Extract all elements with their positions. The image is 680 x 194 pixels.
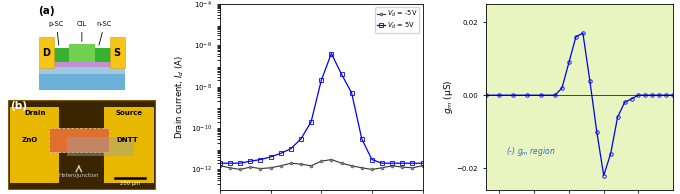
- Text: DNTT: DNTT: [116, 137, 138, 143]
- Y-axis label: Drain current, $I_d$ (A): Drain current, $I_d$ (A): [173, 55, 186, 139]
- FancyBboxPatch shape: [110, 37, 124, 68]
- $V_d$ = 5V: [378, 162, 386, 164]
- Text: 200 μm: 200 μm: [120, 181, 140, 186]
- Text: Source: Source: [116, 110, 143, 116]
- $V_d$ = -5V: [408, 167, 416, 169]
- FancyBboxPatch shape: [69, 44, 95, 62]
- Text: CIL: CIL: [77, 21, 87, 42]
- FancyBboxPatch shape: [86, 48, 111, 62]
- Text: n-SC: n-SC: [97, 21, 112, 45]
- $V_d$ = 5V: [267, 156, 275, 158]
- $V_d$ = 5V: [297, 138, 305, 140]
- Line: $V_d$ = 5V: $V_d$ = 5V: [218, 52, 424, 165]
- Y-axis label: $g_m$ (μS): $g_m$ (μS): [442, 80, 455, 114]
- $V_d$ = 5V: [327, 52, 335, 55]
- $V_d$ = -5V: [216, 165, 224, 167]
- $V_d$ = 5V: [408, 162, 416, 164]
- $V_d$ = 5V: [277, 152, 285, 154]
- FancyBboxPatch shape: [67, 137, 135, 156]
- Text: D: D: [42, 48, 50, 58]
- FancyBboxPatch shape: [39, 37, 54, 68]
- Line: $V_d$ = -5V: $V_d$ = -5V: [218, 158, 424, 171]
- $V_d$ = -5V: [267, 167, 275, 169]
- FancyBboxPatch shape: [8, 100, 156, 189]
- $V_d$ = -5V: [398, 166, 407, 168]
- $V_d$ = -5V: [317, 160, 325, 162]
- FancyBboxPatch shape: [104, 107, 154, 183]
- Text: (a): (a): [38, 6, 55, 16]
- FancyBboxPatch shape: [49, 128, 109, 152]
- Text: (b): (b): [10, 101, 27, 111]
- $V_d$ = -5V: [256, 167, 265, 170]
- $V_d$ = 5V: [358, 138, 366, 140]
- $V_d$ = 5V: [337, 73, 345, 75]
- $V_d$ = -5V: [368, 168, 376, 171]
- $V_d$ = -5V: [277, 165, 285, 167]
- $V_d$ = -5V: [246, 166, 254, 168]
- FancyBboxPatch shape: [48, 62, 116, 68]
- $V_d$ = -5V: [297, 163, 305, 165]
- $V_d$ = 5V: [307, 121, 316, 123]
- $V_d$ = -5V: [358, 167, 366, 169]
- $V_d$ = -5V: [236, 168, 244, 171]
- FancyBboxPatch shape: [53, 48, 78, 62]
- $V_d$ = 5V: [287, 148, 295, 150]
- $V_d$ = 5V: [246, 160, 254, 162]
- $V_d$ = 5V: [216, 162, 224, 164]
- Text: p-SC: p-SC: [49, 21, 64, 45]
- $V_d$ = 5V: [256, 158, 265, 161]
- $V_d$ = 5V: [226, 162, 234, 164]
- $V_d$ = -5V: [337, 162, 345, 164]
- $V_d$ = -5V: [418, 165, 426, 167]
- Text: S: S: [114, 48, 121, 58]
- $V_d$ = -5V: [307, 165, 316, 167]
- $V_d$ = 5V: [368, 158, 376, 161]
- $V_d$ = 5V: [388, 162, 396, 164]
- $V_d$ = -5V: [327, 158, 335, 161]
- Legend: $V_d$ = -5V, $V_d$ = 5V: $V_d$ = -5V, $V_d$ = 5V: [375, 7, 419, 33]
- $V_d$ = 5V: [317, 79, 325, 82]
- Text: (-) $g_m$ region: (-) $g_m$ region: [507, 145, 556, 158]
- Text: Heterojunction: Heterojunction: [58, 173, 99, 178]
- $V_d$ = -5V: [388, 165, 396, 167]
- $V_d$ = 5V: [347, 92, 356, 94]
- $V_d$ = 5V: [236, 162, 244, 164]
- FancyBboxPatch shape: [10, 107, 59, 183]
- $V_d$ = -5V: [378, 167, 386, 169]
- Text: Drain: Drain: [24, 110, 46, 116]
- $V_d$ = 5V: [398, 162, 407, 164]
- $V_d$ = -5V: [287, 162, 295, 164]
- Text: ZnO: ZnO: [21, 137, 37, 143]
- $V_d$ = -5V: [347, 165, 356, 167]
- $V_d$ = 5V: [418, 162, 426, 164]
- FancyBboxPatch shape: [39, 74, 124, 90]
- FancyBboxPatch shape: [39, 68, 124, 74]
- $V_d$ = -5V: [226, 167, 234, 169]
